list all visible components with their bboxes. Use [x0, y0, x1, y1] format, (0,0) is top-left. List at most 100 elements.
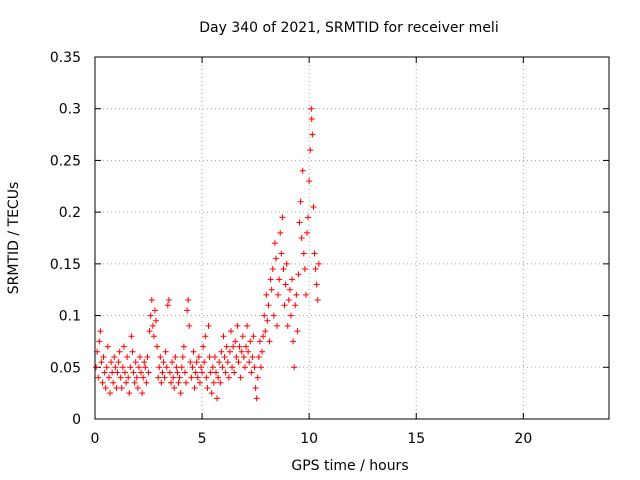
- data-point: [138, 369, 145, 376]
- data-point: [170, 374, 177, 381]
- data-point: [158, 379, 165, 386]
- data-point: [234, 322, 241, 329]
- data-point: [116, 348, 123, 355]
- data-point: [225, 374, 232, 381]
- data-point: [255, 353, 262, 360]
- data-series-srmtid: [93, 105, 322, 402]
- data-point: [181, 369, 188, 376]
- data-point: [250, 333, 257, 340]
- data-point: [132, 359, 139, 366]
- data-point: [244, 322, 251, 329]
- data-point: [173, 364, 180, 371]
- data-point: [278, 250, 285, 257]
- data-point: [105, 374, 112, 381]
- data-point: [260, 333, 267, 340]
- data-point: [189, 364, 196, 371]
- data-point: [188, 374, 195, 381]
- data-point: [285, 297, 292, 304]
- data-point: [306, 178, 313, 185]
- data-point: [168, 379, 175, 386]
- data-point: [151, 307, 158, 314]
- data-point: [249, 353, 256, 360]
- data-point: [295, 271, 302, 278]
- data-point: [256, 338, 263, 345]
- data-point: [162, 348, 169, 355]
- data-point: [195, 353, 202, 360]
- data-point: [239, 333, 246, 340]
- axis-ticks: 0 5 10 15 20 0 0.05 0.1 0.15 0.2 0.25 0.3 0.35: [50, 50, 609, 447]
- data-point: [254, 374, 261, 381]
- data-point: [253, 395, 260, 402]
- data-point: [147, 312, 154, 319]
- data-point: [150, 333, 157, 340]
- data-point: [227, 328, 234, 335]
- x-tick-label: 0: [91, 431, 100, 447]
- data-point: [183, 379, 190, 386]
- data-point: [268, 286, 275, 293]
- data-point: [311, 250, 318, 257]
- data-point: [176, 374, 183, 381]
- data-point: [300, 250, 307, 257]
- data-point: [171, 384, 178, 391]
- x-tick-label: 15: [407, 431, 425, 447]
- data-point: [277, 229, 284, 236]
- data-point: [262, 328, 269, 335]
- data-point: [99, 379, 106, 386]
- data-point: [286, 286, 293, 293]
- data-point: [184, 307, 191, 314]
- data-point: [224, 359, 231, 366]
- data-point: [213, 369, 220, 376]
- data-point: [267, 276, 274, 283]
- data-point: [93, 364, 100, 371]
- data-point: [214, 395, 221, 402]
- data-point: [269, 266, 276, 273]
- data-point: [204, 384, 211, 391]
- data-point: [248, 369, 255, 376]
- data-point: [112, 364, 119, 371]
- data-point: [201, 359, 208, 366]
- x-tick-label: 10: [300, 431, 318, 447]
- data-point: [308, 116, 315, 123]
- data-point: [251, 364, 258, 371]
- data-point: [117, 374, 124, 381]
- data-point: [282, 281, 289, 288]
- x-tick-label: 5: [198, 431, 207, 447]
- data-point: [130, 369, 137, 376]
- data-point: [133, 374, 140, 381]
- data-point: [126, 390, 133, 397]
- data-point: [289, 276, 296, 283]
- data-point: [157, 353, 164, 360]
- data-point: [229, 364, 236, 371]
- data-point: [205, 322, 212, 329]
- data-point: [208, 390, 215, 397]
- data-point: [121, 369, 128, 376]
- data-point: [161, 374, 168, 381]
- data-point: [233, 353, 240, 360]
- y-tick-label: 0.1: [59, 309, 81, 325]
- data-point: [164, 302, 171, 309]
- data-point: [144, 353, 151, 360]
- data-point: [165, 297, 172, 304]
- data-point: [242, 343, 249, 350]
- data-point: [284, 322, 291, 329]
- data-point: [299, 167, 306, 174]
- data-point: [216, 359, 223, 366]
- data-point: [293, 291, 300, 298]
- data-point: [270, 312, 277, 319]
- data-point: [301, 266, 308, 273]
- data-point: [143, 379, 150, 386]
- data-point: [265, 302, 272, 309]
- data-point: [186, 322, 193, 329]
- data-point: [203, 374, 210, 381]
- data-point: [290, 338, 297, 345]
- data-point: [309, 131, 316, 138]
- data-point: [148, 297, 155, 304]
- data-point: [261, 312, 268, 319]
- data-point: [145, 369, 152, 376]
- data-point: [294, 328, 301, 335]
- data-point: [135, 364, 142, 371]
- data-point: [119, 364, 126, 371]
- data-point: [307, 147, 314, 154]
- data-point: [283, 260, 290, 267]
